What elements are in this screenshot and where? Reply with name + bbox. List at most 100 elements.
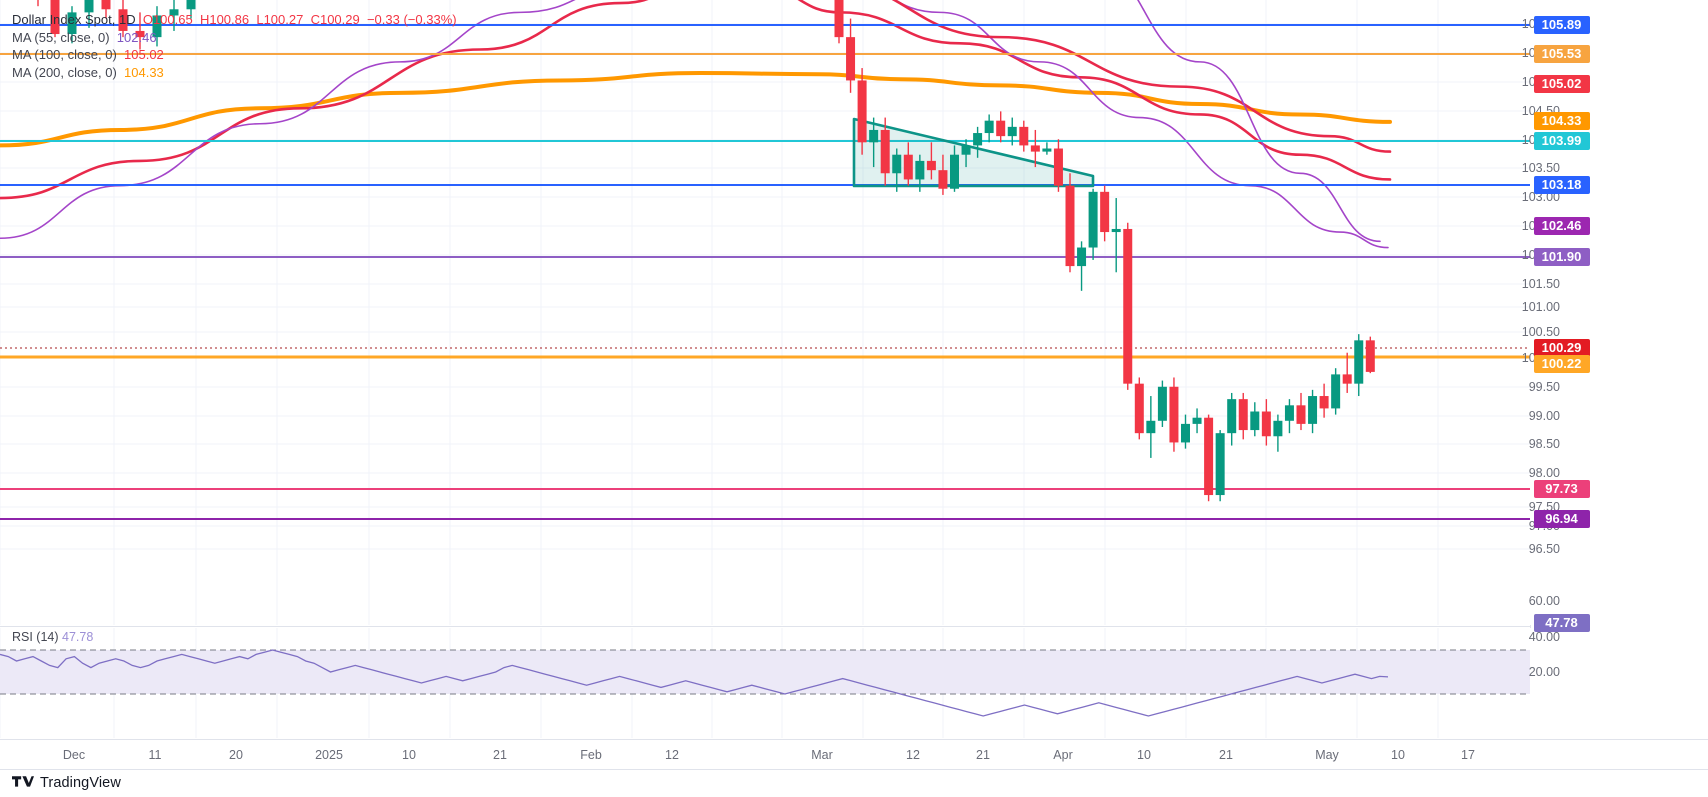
candle-body [892, 154, 902, 174]
price-tag-102-46[interactable]: 102.46 [1534, 217, 1590, 235]
legend-symbol-row[interactable]: Dollar Index Spot, 1D O100.65 H100.86 L1… [12, 12, 457, 27]
rsi-value-tag[interactable]: 47.78 [1534, 614, 1590, 632]
legend-interval: 1D [118, 12, 136, 27]
pane-divider [0, 626, 1530, 627]
candle-body [1053, 148, 1063, 186]
price-tick-label: 98.00 [1528, 466, 1560, 480]
candle-body [926, 160, 936, 171]
candle-body [1146, 420, 1156, 434]
price-tick-label: 103.50 [1521, 161, 1560, 175]
price-tag-105-02[interactable]: 105.02 [1534, 75, 1590, 93]
legend-open-value: 100.65 [152, 12, 193, 27]
candle [973, 126, 983, 158]
candle [961, 139, 971, 168]
candle [1146, 396, 1156, 458]
candle-body [869, 129, 879, 143]
rsi-legend[interactable]: RSI (14) 47.78 [12, 630, 93, 644]
rsi-pane[interactable]: RSI (14) 47.78 [0, 628, 1530, 738]
price-tag-100-22[interactable]: 100.22 [1534, 355, 1590, 373]
rsi-plot-area [0, 628, 1530, 738]
tradingview-logo[interactable]: TradingView [12, 775, 121, 791]
ma-200-line [0, 71, 1392, 148]
legend-low-label: L [256, 12, 264, 27]
legend-ma55-label: MA (55, close, 0) [12, 29, 110, 45]
candle-body [996, 120, 1006, 137]
legend-ma200-value: 104.33 [124, 64, 164, 80]
price-tag-104-33[interactable]: 104.33 [1534, 112, 1590, 130]
legend-ma200-row[interactable]: MA (200, close, 0) 104.33 [12, 64, 457, 82]
candle-body [101, 0, 111, 10]
candle-body [1077, 247, 1087, 267]
price-tag-103-18[interactable]: 103.18 [1534, 176, 1590, 194]
rsi-band-fill [0, 650, 1530, 694]
candle [834, 0, 844, 44]
chart-legend[interactable]: Dollar Index Spot, 1D O100.65 H100.86 L1… [12, 11, 457, 81]
candle-body [1354, 340, 1364, 384]
price-tag-103-99[interactable]: 103.99 [1534, 132, 1590, 150]
candle [1134, 377, 1144, 440]
time-tick-label: May [1315, 748, 1339, 762]
candle [1157, 380, 1167, 427]
price-pane[interactable] [0, 0, 1530, 625]
legend-close-value: 100.29 [319, 12, 360, 27]
legend-open-label: O [142, 12, 153, 27]
candle-body [938, 170, 948, 189]
price-tag-97-73[interactable]: 97.73 [1534, 480, 1590, 498]
candle [1019, 120, 1029, 152]
price-tag-105-89[interactable]: 105.89 [1534, 16, 1590, 34]
rsi-tick-label: 60.00 [1528, 594, 1560, 608]
price-tick-label: 100.50 [1521, 325, 1560, 339]
candle-body [1019, 126, 1029, 146]
legend-change: −0.33 (−0.33%) [366, 12, 457, 27]
time-tick-label: 10 [402, 748, 416, 762]
candle-body [1365, 340, 1375, 372]
rsi-legend-label: RSI (14) [12, 630, 59, 644]
candle-body [1123, 228, 1133, 384]
price-tag-96-94[interactable]: 96.94 [1534, 510, 1590, 528]
candle-body [961, 145, 971, 155]
candle-body [915, 160, 925, 180]
price-tick-label: 101.00 [1521, 300, 1560, 314]
candle-body [834, 0, 844, 38]
price-tag-105-53[interactable]: 105.53 [1534, 45, 1590, 63]
rsi-tick-label: 20.00 [1528, 665, 1560, 679]
time-tick-label: 12 [906, 748, 920, 762]
candle-body [984, 120, 994, 134]
price-tag-100-29[interactable]: 100.29 [1534, 339, 1590, 357]
candle [1331, 368, 1341, 415]
pattern-descending-triangle[interactable] [852, 117, 1095, 188]
candle [1238, 392, 1248, 440]
candle-body [950, 154, 959, 189]
price-plot-area [0, 0, 1530, 625]
time-tick-label: 17 [1461, 748, 1475, 762]
candle [996, 111, 1006, 143]
candle [1123, 222, 1133, 390]
time-tick-label: 20 [229, 748, 243, 762]
candle-body [1204, 417, 1214, 496]
candle [1261, 399, 1271, 446]
candle [869, 117, 879, 168]
price-axis[interactable]: 106.00105.50105.00104.50104.00103.50103.… [1522, 0, 1708, 625]
time-axis[interactable]: Dec 11 20 2025 10 21 Feb 12 Mar 12 21 Apr 10 21 May 10 1… [0, 739, 1708, 769]
candle-body [1042, 148, 1052, 152]
candle [1284, 399, 1294, 434]
candle-body [1065, 185, 1075, 267]
legend-ma55-row[interactable]: MA (55, close, 0) 102.46 [12, 29, 457, 47]
candle-body [903, 154, 913, 180]
price-tag-101-90[interactable]: 101.90 [1534, 248, 1590, 266]
candle-body [1273, 420, 1283, 437]
time-tick-label: Mar [811, 748, 833, 762]
candle [1308, 389, 1318, 434]
candle [880, 117, 890, 186]
time-tick-label: 12 [665, 748, 679, 762]
legend-ma100-row[interactable]: MA (100, close, 0) 105.02 [12, 46, 457, 64]
legend-ma200-label: MA (200, close, 0) [12, 64, 117, 80]
rsi-axis[interactable]: 60.00 40.00 20.00 47.78 [1529, 594, 1708, 738]
candle [857, 68, 867, 155]
candle-body [1342, 374, 1352, 384]
candle [1192, 408, 1202, 434]
candle [1007, 117, 1017, 146]
candle-body [1169, 386, 1179, 443]
ma-100-line-secondary [891, 0, 1392, 153]
candle-body [1030, 145, 1040, 152]
